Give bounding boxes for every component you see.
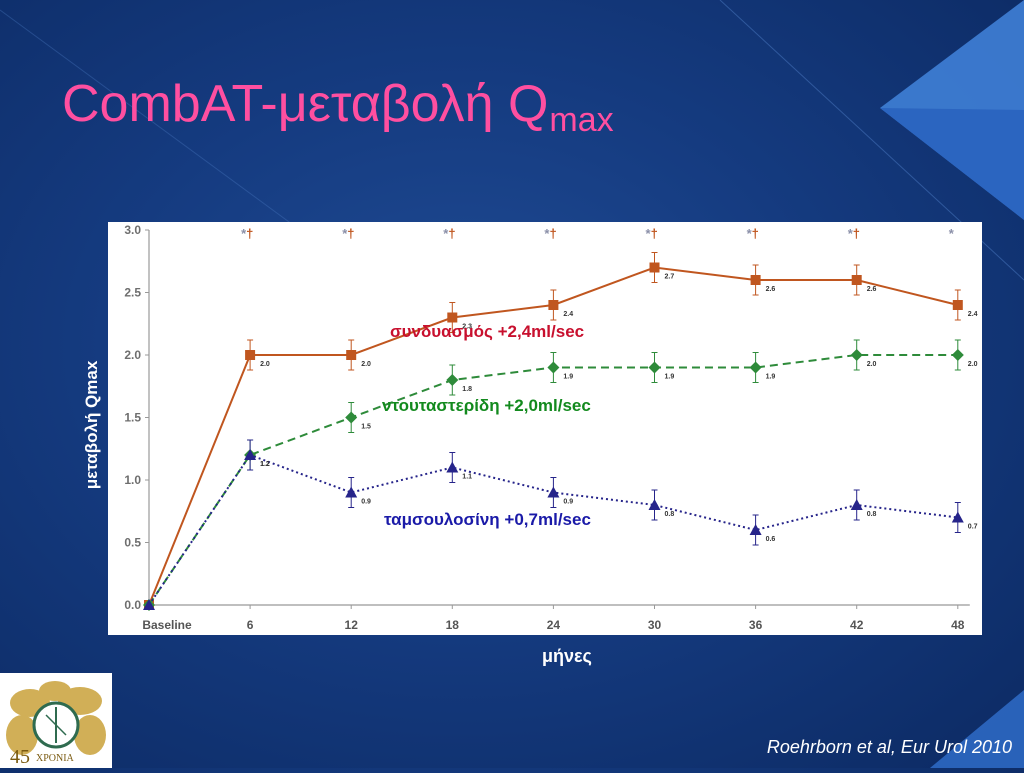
data-point [850, 499, 863, 510]
data-label: 2.6 [867, 286, 877, 293]
anniversary-logo: 45 ΧΡΟΝΙΑ [0, 673, 112, 768]
logo-text: ΧΡΟΝΙΑ [36, 753, 75, 764]
y-axis-label: μεταβολή Qmax [82, 360, 101, 490]
data-label: 0.8 [665, 511, 675, 518]
annotation-tamsulosin: ταμσουλοσίνη +0,7ml/sec [384, 510, 591, 529]
data-label: 2.4 [968, 311, 978, 318]
slide-title: CombAT-μεταβολή Qmax [62, 78, 614, 137]
data-point [447, 312, 458, 323]
y-tick-label: 1.0 [124, 473, 141, 487]
title-subscript: max [549, 101, 614, 139]
significance-markers: *† *† *† *† *† *† *† * [241, 226, 955, 241]
x-tick-label: 36 [749, 618, 763, 632]
data-point [548, 300, 559, 310]
significance-marker: *† [747, 226, 759, 241]
data-point [649, 262, 660, 273]
significance-marker: *† [443, 226, 455, 241]
data-point [446, 374, 459, 386]
data-point [851, 275, 862, 285]
x-axis-label: μήνες [542, 646, 592, 666]
data-label: 1.9 [766, 374, 776, 381]
x-tick-label: 6 [247, 618, 254, 632]
data-label: 2.7 [665, 274, 675, 281]
data-point [345, 411, 358, 424]
data-label: 1.1 [462, 474, 472, 481]
data-point [143, 599, 155, 610]
data-label: 1.2 [260, 461, 270, 468]
data-label: 2.0 [361, 361, 371, 368]
y-tick-label: 1.5 [124, 411, 141, 425]
corner-triangle-shade [880, 108, 1024, 220]
data-label: 2.3 [462, 324, 472, 331]
data-label: 2.6 [766, 286, 776, 293]
y-tick-label: 3.0 [124, 223, 141, 237]
x-tick-label: 42 [850, 618, 864, 632]
annotation-dutasteride: ντουταστερίδη +2,0ml/sec [382, 396, 591, 415]
data-point [749, 524, 762, 535]
data-point [648, 499, 661, 510]
x-tick-label: 30 [648, 618, 662, 632]
data-label: 2.0 [968, 361, 978, 368]
significance-marker: * [949, 226, 955, 241]
data-label: 0.9 [563, 499, 573, 506]
data-label: 1.2 [260, 461, 270, 468]
data-point [749, 361, 762, 374]
data-point [245, 350, 256, 360]
series-2: 1.2 1.5 1.8 1.9 1.9 1.9 2.0 2.0 [143, 339, 978, 611]
data-point [951, 349, 964, 361]
data-point [850, 349, 863, 361]
data-label: 0.8 [867, 511, 877, 518]
data-point [346, 350, 357, 360]
data-point [547, 486, 560, 498]
data-point [648, 361, 661, 374]
series-3: 1.2 0.9 1.1 0.9 0.8 0.6 0.8 0.7 [143, 439, 978, 610]
qmax-line-chart: 0.0 0.5 1.0 1.5 2.0 2.5 3.0 Baseline 6 12 18 24 30 36… [124, 223, 978, 632]
data-point [244, 449, 257, 460]
significance-marker: *† [848, 226, 860, 241]
x-tick-label: 24 [547, 618, 561, 632]
annotation-combination: συνδυασμός +2,4ml/sec [390, 322, 585, 341]
corner-triangle-bottom [930, 690, 1024, 768]
data-label: 2.4 [563, 311, 573, 318]
series-line [148, 453, 958, 606]
series-1: 2.0 2.0 2.3 2.4 2.7 2.6 2.6 2.4 [144, 252, 978, 610]
chart-axes: 0.0 0.5 1.0 1.5 2.0 2.5 3.0 Baseline 6 12 18 24 30 36… [124, 223, 970, 632]
y-tick-label: 0.0 [124, 598, 141, 612]
x-tick-label: Baseline [142, 618, 192, 632]
significance-marker: *† [241, 226, 253, 241]
significance-marker: *† [342, 226, 354, 241]
data-label: 1.8 [462, 386, 472, 393]
data-point [446, 461, 459, 473]
y-tick-label: 2.5 [124, 286, 141, 300]
data-label: 0.7 [968, 524, 978, 531]
data-label: 2.0 [260, 361, 270, 368]
data-label: 1.9 [563, 374, 573, 381]
data-label: 2.0 [867, 361, 877, 368]
data-label: 1.5 [361, 424, 371, 431]
data-point [750, 275, 761, 285]
significance-marker: *† [544, 226, 556, 241]
chart-panel: 0.0 0.5 1.0 1.5 2.0 2.5 3.0 Baseline 6 12 18 24 30 36… [108, 222, 982, 635]
logo-number: 45 [10, 746, 30, 768]
data-point [547, 361, 560, 374]
data-label: 0.6 [766, 536, 776, 543]
significance-marker: *† [646, 226, 658, 241]
data-point [345, 486, 358, 498]
title-main: CombAT-μεταβολή Q [62, 75, 549, 133]
x-tick-label: 12 [345, 618, 359, 632]
x-tick-label: 18 [446, 618, 460, 632]
y-tick-label: 0.5 [124, 536, 141, 550]
chart-series: 2.0 2.02.32.42.72.6 2.62.41.21.51.81.9 1.9 1… [143, 252, 978, 611]
y-tick-label: 2.0 [124, 348, 141, 362]
data-label: 0.9 [361, 499, 371, 506]
data-point [951, 511, 964, 523]
data-label: 1.9 [665, 374, 675, 381]
citation: Roehrborn et al, Eur Urol 2010 [766, 737, 1012, 757]
data-point [952, 300, 963, 310]
x-tick-label: 48 [951, 618, 965, 632]
